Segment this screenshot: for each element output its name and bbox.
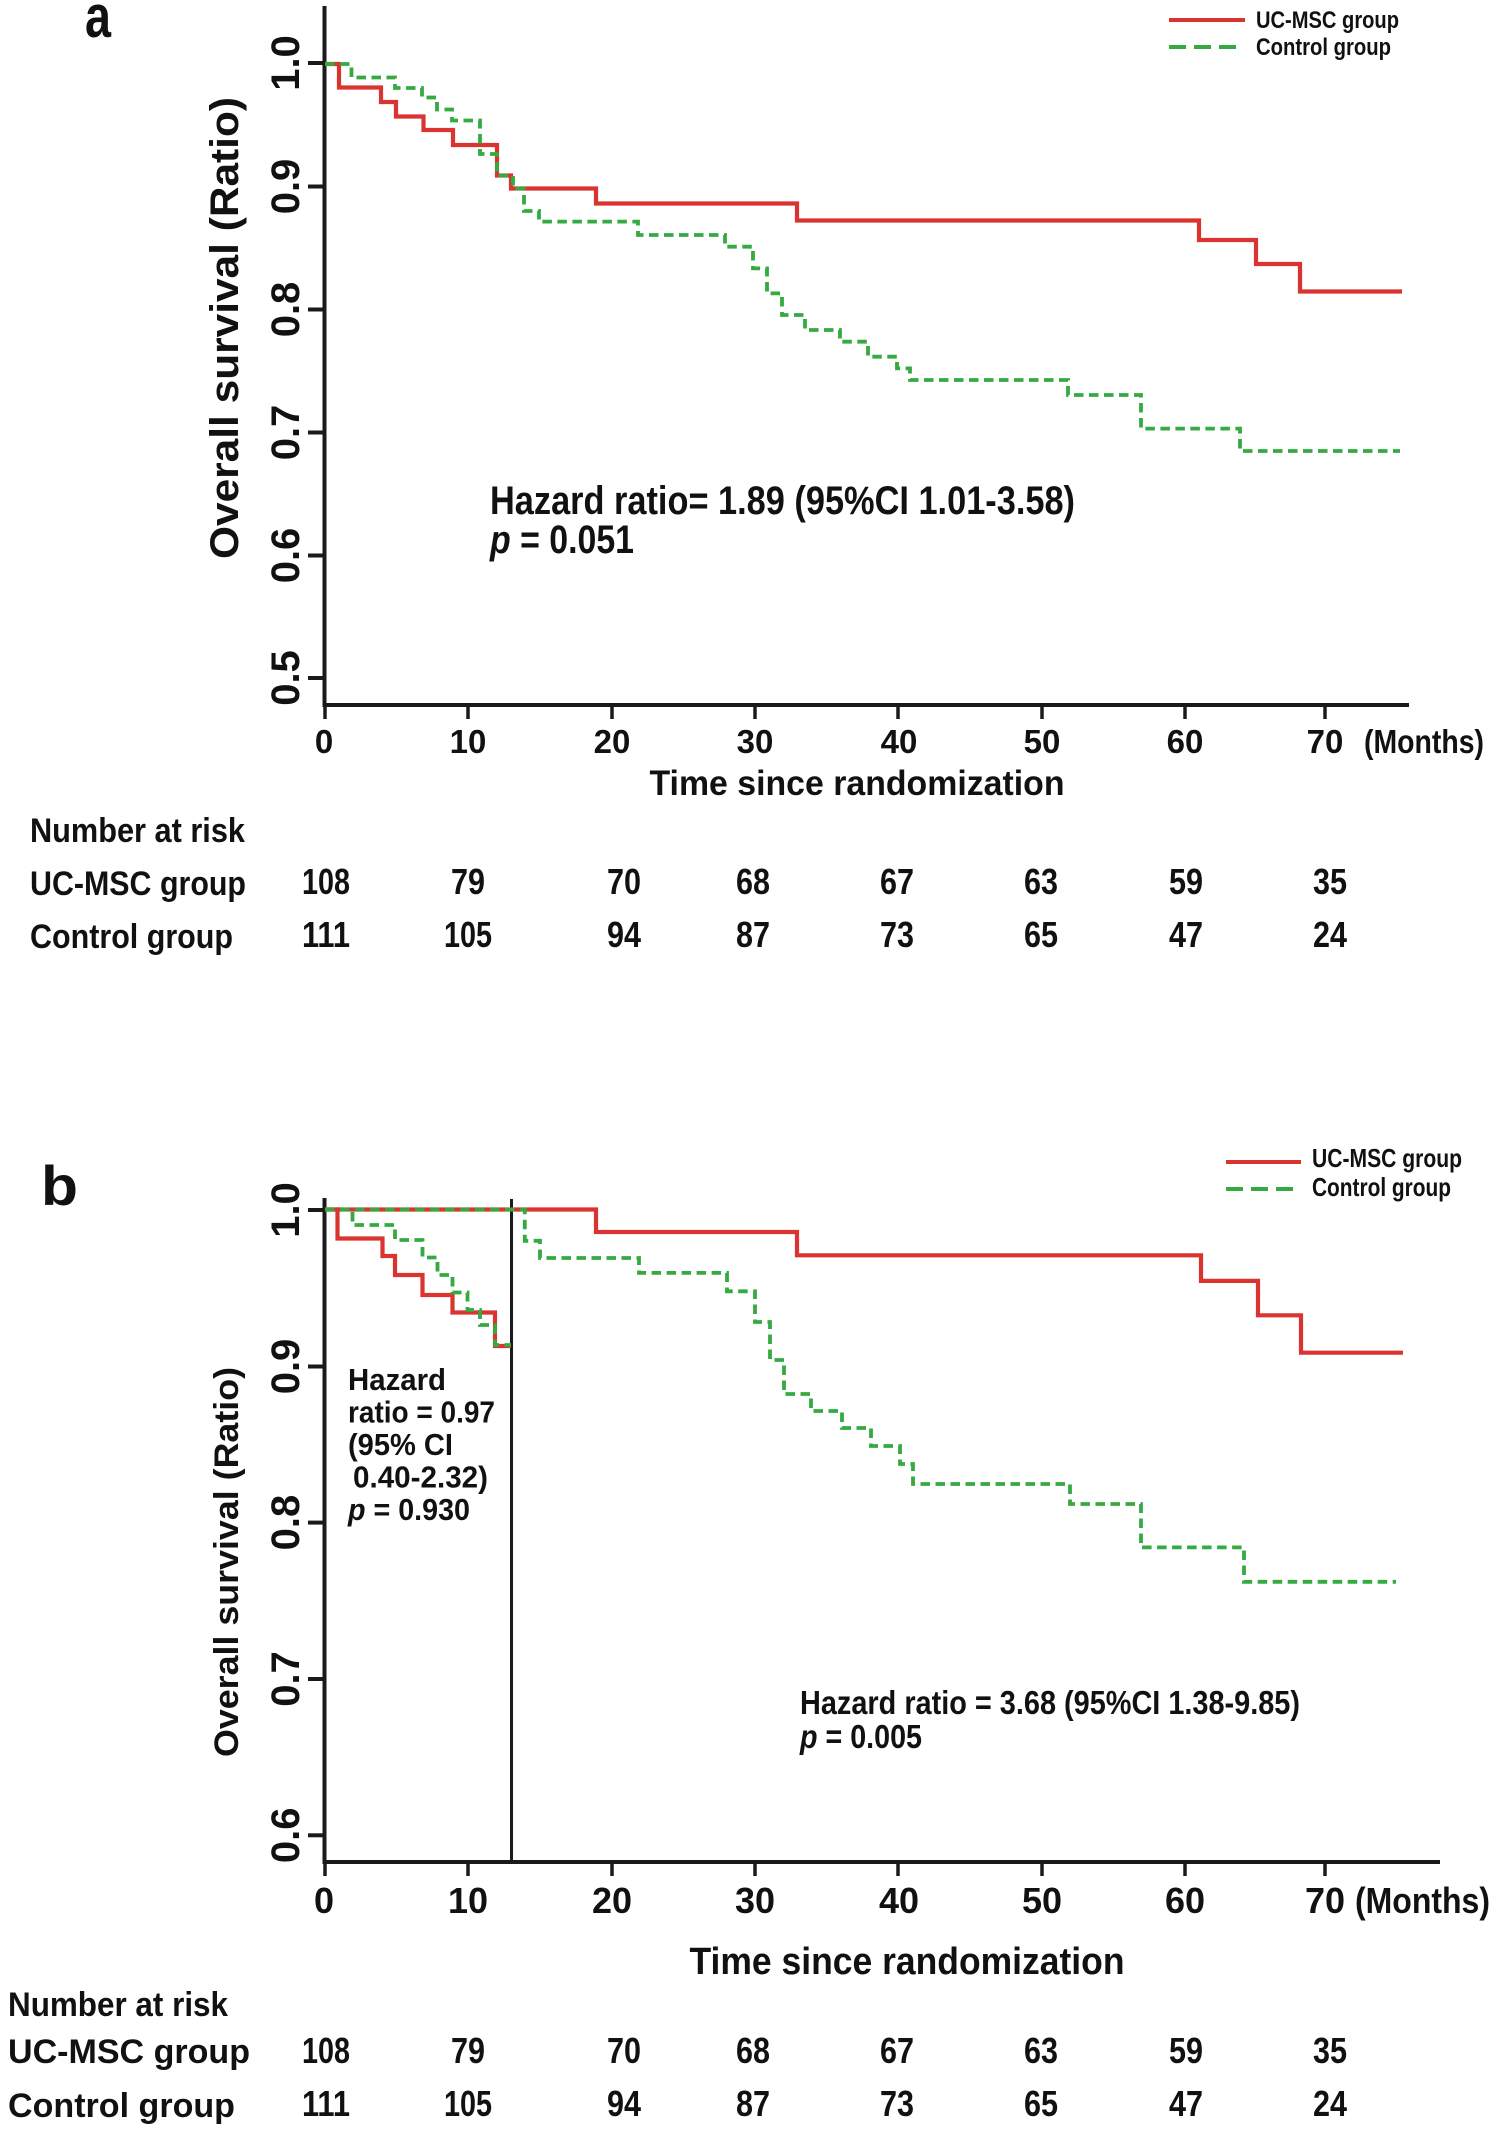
svg-text:0.7: 0.7 <box>264 1651 308 1707</box>
svg-text:p = 0.005: p = 0.005 <box>799 1718 922 1755</box>
svg-text:35: 35 <box>1313 2030 1347 2071</box>
svg-text:Control group: Control group <box>1256 34 1391 61</box>
svg-text:p = 0.051: p = 0.051 <box>489 518 634 562</box>
svg-text:24: 24 <box>1313 914 1347 955</box>
svg-text:Number at risk: Number at risk <box>8 1986 228 2024</box>
svg-text:65: 65 <box>1024 914 1058 955</box>
svg-text:1.0: 1.0 <box>264 1182 308 1238</box>
svg-text:111: 111 <box>302 2083 350 2124</box>
svg-text:(Months): (Months) <box>1355 1880 1490 1921</box>
svg-text:10: 10 <box>450 723 487 760</box>
svg-text:Time since randomization: Time since randomization <box>650 764 1065 803</box>
svg-text:79: 79 <box>451 2030 485 2071</box>
svg-text:70: 70 <box>1307 723 1344 760</box>
svg-text:105: 105 <box>444 914 492 955</box>
svg-text:67: 67 <box>880 2030 914 2071</box>
svg-text:70: 70 <box>607 861 641 902</box>
svg-text:79: 79 <box>451 861 485 902</box>
svg-text:b: b <box>41 1154 78 1217</box>
svg-text:40: 40 <box>879 1880 919 1921</box>
svg-text:108: 108 <box>302 861 350 902</box>
svg-text:67: 67 <box>880 861 914 902</box>
svg-text:87: 87 <box>736 914 770 955</box>
svg-text:0: 0 <box>315 723 333 760</box>
svg-text:60: 60 <box>1165 1880 1205 1921</box>
svg-text:105: 105 <box>444 2083 492 2124</box>
svg-text:a: a <box>85 0 111 50</box>
svg-text:87: 87 <box>736 2083 770 2124</box>
svg-text:73: 73 <box>880 2083 914 2124</box>
svg-text:59: 59 <box>1169 2030 1203 2071</box>
svg-text:0: 0 <box>314 1880 334 1921</box>
svg-text:63: 63 <box>1024 861 1058 902</box>
svg-text:Overall survival (Ratio): Overall survival (Ratio) <box>203 97 247 559</box>
svg-text:111: 111 <box>302 914 350 955</box>
svg-text:UC-MSC group: UC-MSC group <box>1256 7 1399 34</box>
svg-text:Control group: Control group <box>1312 1172 1451 1202</box>
svg-text:40: 40 <box>881 723 918 760</box>
svg-text:Hazard: Hazard <box>348 1362 446 1397</box>
svg-text:UC-MSC group: UC-MSC group <box>30 865 246 903</box>
svg-text:0.9: 0.9 <box>264 1339 308 1395</box>
svg-text:UC-MSC group: UC-MSC group <box>1312 1143 1462 1173</box>
svg-text:60: 60 <box>1167 723 1204 760</box>
svg-text:70: 70 <box>1305 1880 1345 1921</box>
svg-text:Hazard ratio= 1.89 (95%CI 1.01: Hazard ratio= 1.89 (95%CI 1.01-3.58) <box>490 479 1075 523</box>
svg-text:108: 108 <box>302 2030 350 2071</box>
svg-text:30: 30 <box>737 723 774 760</box>
svg-text:24: 24 <box>1313 2083 1347 2124</box>
svg-text:47: 47 <box>1169 914 1203 955</box>
svg-text:70: 70 <box>607 2030 641 2071</box>
svg-text:p = 0.930: p = 0.930 <box>347 1492 470 1527</box>
svg-text:63: 63 <box>1024 2030 1058 2071</box>
svg-text:59: 59 <box>1169 861 1203 902</box>
svg-text:35: 35 <box>1313 861 1347 902</box>
svg-text:UC-MSC group: UC-MSC group <box>8 2033 250 2071</box>
svg-text:Number at risk: Number at risk <box>30 812 245 850</box>
svg-text:0.6: 0.6 <box>264 528 308 584</box>
svg-text:20: 20 <box>594 723 631 760</box>
svg-text:0.5: 0.5 <box>264 650 308 706</box>
svg-text:0.6: 0.6 <box>264 1807 308 1863</box>
svg-text:(95% CI: (95% CI <box>348 1427 453 1462</box>
svg-text:Overall survival (Ratio): Overall survival (Ratio) <box>208 1367 246 1757</box>
svg-text:50: 50 <box>1022 1880 1062 1921</box>
svg-text:68: 68 <box>736 861 770 902</box>
svg-text:10: 10 <box>448 1880 488 1921</box>
svg-text:Control group: Control group <box>8 2087 235 2125</box>
svg-text:ratio = 0.97: ratio = 0.97 <box>348 1395 495 1430</box>
svg-text:94: 94 <box>607 2083 641 2124</box>
svg-text:47: 47 <box>1169 2083 1203 2124</box>
svg-text:0.40-2.32): 0.40-2.32) <box>353 1460 488 1495</box>
svg-text:0.8: 0.8 <box>264 282 308 338</box>
svg-text:50: 50 <box>1024 723 1061 760</box>
svg-text:68: 68 <box>736 2030 770 2071</box>
svg-text:20: 20 <box>592 1880 632 1921</box>
svg-text:Hazard ratio = 3.68 (95%CI 1.3: Hazard ratio = 3.68 (95%CI 1.38-9.85) <box>800 1684 1300 1721</box>
svg-text:94: 94 <box>607 914 641 955</box>
svg-text:0.7: 0.7 <box>264 405 308 461</box>
svg-text:30: 30 <box>735 1880 775 1921</box>
svg-text:Control group: Control group <box>30 918 233 956</box>
svg-text:0.9: 0.9 <box>264 159 308 215</box>
svg-text:73: 73 <box>880 914 914 955</box>
svg-text:1.0: 1.0 <box>264 35 308 91</box>
svg-text:65: 65 <box>1024 2083 1058 2124</box>
svg-text:0.8: 0.8 <box>264 1495 308 1551</box>
svg-text:Time since randomization: Time since randomization <box>690 1941 1125 1983</box>
svg-text:(Months): (Months) <box>1364 723 1484 760</box>
